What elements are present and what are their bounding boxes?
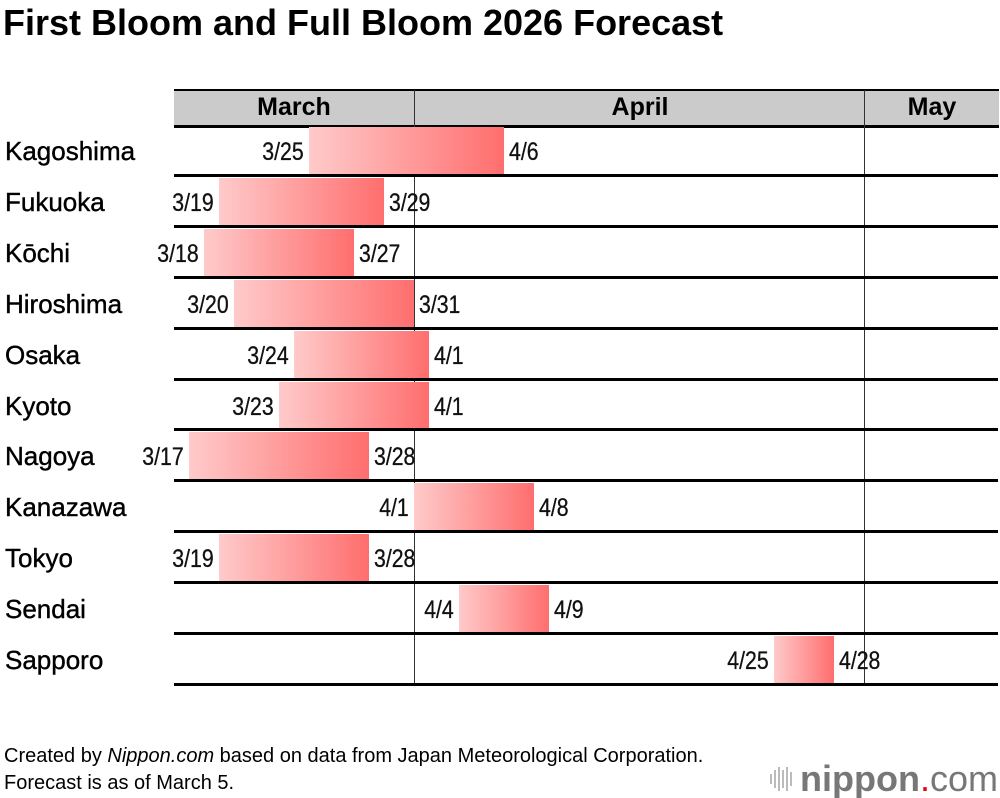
row-divider bbox=[174, 530, 998, 534]
city-label: Sapporo bbox=[5, 645, 104, 675]
footer-suffix: based on data from Japan Meteorological … bbox=[4, 745, 704, 794]
city-label: Tokyo bbox=[5, 543, 73, 574]
logo-bars-icon bbox=[770, 767, 792, 791]
bloom-bar bbox=[309, 127, 504, 175]
bloom-bar bbox=[279, 381, 429, 430]
month-header-may: May bbox=[864, 89, 999, 128]
city-label: Osaka bbox=[5, 339, 81, 370]
first-bloom-label: 3/25 bbox=[262, 138, 305, 166]
full-bloom-label: 4/8 bbox=[539, 494, 569, 523]
bloom-bar bbox=[219, 177, 384, 226]
full-bloom-label: 4/9 bbox=[554, 596, 584, 625]
row-divider bbox=[174, 173, 998, 177]
logo-text: nippon bbox=[800, 758, 920, 798]
city-label: Hiroshima bbox=[5, 288, 123, 319]
month-header-march: March bbox=[174, 89, 414, 128]
city-label: Kyoto bbox=[5, 390, 72, 421]
first-bloom-label: 3/18 bbox=[157, 239, 200, 268]
row-divider bbox=[174, 632, 998, 635]
first-bloom-label: 3/23 bbox=[232, 392, 275, 421]
city-label: Kanazawa bbox=[5, 492, 127, 523]
month-label: May bbox=[907, 93, 957, 121]
full-bloom-label: 3/29 bbox=[389, 188, 431, 217]
full-bloom-label: 3/28 bbox=[374, 545, 416, 574]
full-bloom-label: 4/1 bbox=[434, 392, 464, 421]
full-bloom-label: 3/27 bbox=[359, 239, 401, 268]
first-bloom-label: 3/19 bbox=[172, 545, 215, 574]
logo-tld: com bbox=[929, 758, 998, 798]
bloom-bar bbox=[414, 483, 534, 532]
row-divider bbox=[174, 428, 998, 432]
row-divider bbox=[174, 377, 998, 381]
full-bloom-label: 4/1 bbox=[434, 341, 464, 370]
bloom-bar bbox=[204, 228, 354, 277]
city-label: Sendai bbox=[5, 594, 86, 625]
row-divider bbox=[174, 682, 998, 686]
row-divider bbox=[174, 224, 998, 228]
first-bloom-label: 4/1 bbox=[379, 494, 409, 523]
footer-note: Created by Nippon.com based on data from… bbox=[4, 743, 764, 797]
row-divider bbox=[174, 581, 998, 585]
bloom-bar bbox=[294, 330, 429, 379]
row-divider bbox=[174, 275, 998, 279]
row-divider bbox=[174, 479, 998, 483]
first-bloom-label: 4/4 bbox=[424, 596, 454, 625]
full-bloom-label: 3/31 bbox=[419, 290, 461, 319]
first-bloom-label: 3/24 bbox=[247, 341, 290, 370]
city-label: Kōchi bbox=[5, 237, 71, 268]
logo-dot: . bbox=[919, 758, 930, 798]
bloom-bar bbox=[189, 432, 369, 481]
first-bloom-label: 3/20 bbox=[187, 290, 230, 319]
bloom-bar bbox=[459, 585, 549, 633]
row-divider bbox=[174, 326, 998, 330]
full-bloom-label: 3/28 bbox=[374, 443, 416, 472]
bloom-bar bbox=[774, 636, 834, 684]
full-bloom-label: 4/6 bbox=[509, 138, 539, 166]
footer-prefix: Created by bbox=[4, 745, 108, 767]
city-label: Fukuoka bbox=[5, 186, 105, 217]
chart-title: First Bloom and Full Bloom 2026 Forecast bbox=[3, 2, 724, 43]
month-label: March bbox=[257, 93, 331, 121]
first-bloom-label: 4/25 bbox=[727, 647, 770, 675]
city-label: Nagoya bbox=[5, 441, 95, 472]
city-label: Kagoshima bbox=[5, 136, 136, 166]
first-bloom-label: 3/19 bbox=[172, 188, 215, 217]
footer-source: Nippon.com bbox=[107, 745, 215, 767]
full-bloom-label: 4/28 bbox=[839, 647, 881, 675]
bloom-bar bbox=[219, 534, 369, 583]
bloom-bar bbox=[234, 279, 414, 328]
may-divider bbox=[864, 125, 865, 685]
month-label: April bbox=[611, 93, 669, 121]
month-header-april: April bbox=[414, 89, 865, 128]
first-bloom-label: 3/17 bbox=[142, 443, 185, 472]
nippon-logo: nippon. com bbox=[770, 758, 998, 798]
